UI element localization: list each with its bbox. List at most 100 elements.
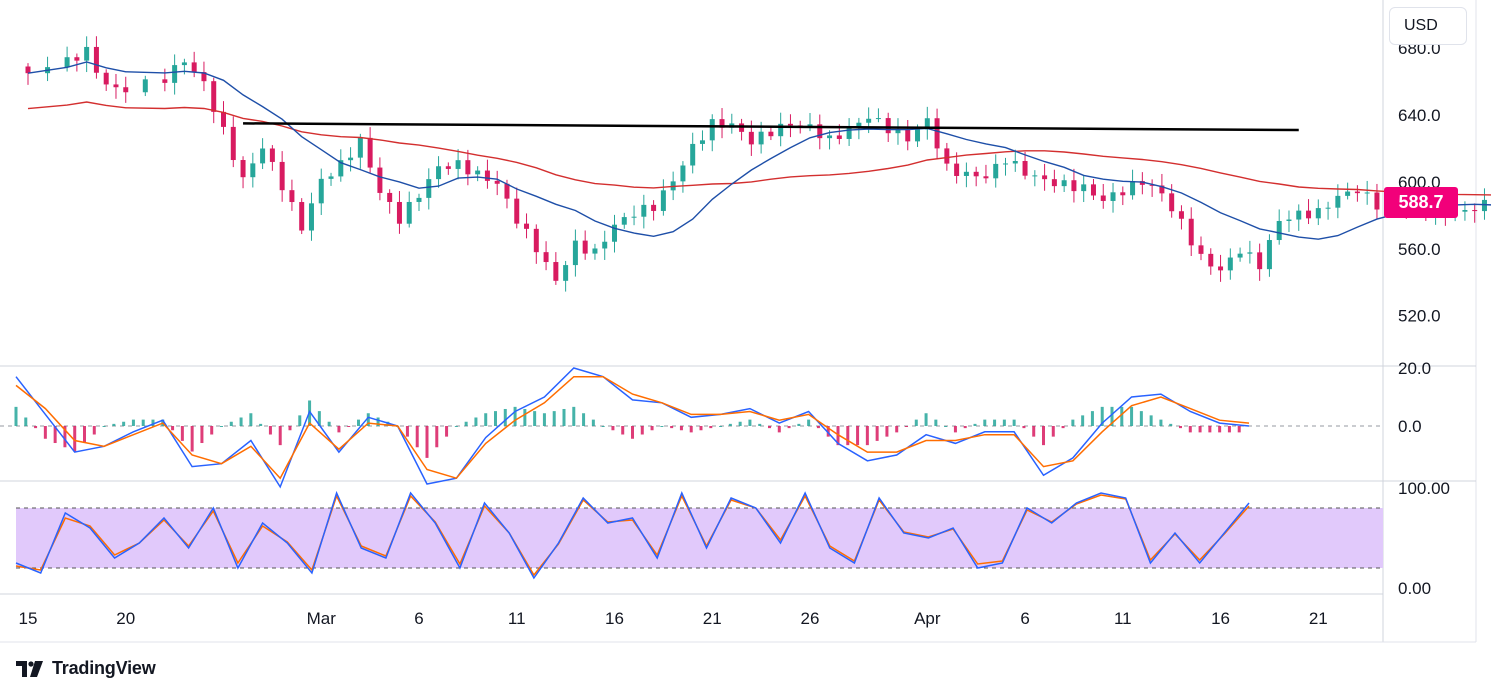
macd-tick-label: 0.0 (1398, 417, 1422, 436)
candle (631, 205, 637, 226)
tradingview-logo[interactable]: TradingView (16, 658, 156, 679)
time-tick-label: 21 (703, 609, 722, 628)
macd-histogram-bar (924, 413, 928, 426)
moving-averages (27, 61, 1491, 240)
macd-histogram-bar (1218, 426, 1222, 433)
candle (240, 156, 246, 189)
macd-histogram-bar (650, 426, 654, 431)
macd-histogram-bar (895, 426, 899, 433)
candle-body (103, 72, 109, 85)
candle (191, 51, 197, 78)
macd-histogram-bar (679, 426, 683, 431)
candle-body (221, 111, 226, 127)
candle (445, 162, 451, 175)
candle (416, 193, 422, 212)
macd-histogram-bar (787, 426, 791, 429)
candle (172, 54, 178, 95)
candle (582, 230, 588, 260)
candle (1120, 186, 1126, 206)
candle (93, 36, 99, 79)
candle-body (299, 202, 305, 231)
candle-body (641, 204, 647, 217)
candle-body (905, 129, 911, 142)
candle (1266, 234, 1272, 277)
candle (289, 179, 295, 211)
candle-body (1335, 195, 1341, 208)
candle (768, 126, 774, 141)
macd-histogram-bar (816, 426, 820, 429)
trendline[interactable] (243, 122, 1299, 132)
candle (201, 61, 207, 92)
candle (299, 198, 305, 235)
candle (563, 260, 569, 292)
stoch-tick-label: 0.00 (1398, 579, 1431, 598)
candle-body (924, 118, 930, 130)
candle (1472, 203, 1478, 223)
macd-tick-label: 20.0 (1398, 359, 1431, 378)
candle-body (934, 118, 940, 149)
macd-histogram-bar (1188, 426, 1192, 433)
candle-body (1022, 161, 1028, 176)
candle (396, 191, 402, 234)
macd-histogram-bar (34, 426, 38, 429)
candle (739, 118, 745, 141)
candle-body (1032, 175, 1038, 177)
macd-histogram-bar (611, 426, 615, 431)
macd-histogram-bar (200, 426, 204, 444)
horizontal-trendline (243, 122, 1299, 132)
macd-histogram-bar (484, 413, 488, 426)
macd-histogram-bar (1032, 426, 1036, 437)
candle-body (748, 131, 754, 145)
candle (827, 130, 833, 150)
macd-histogram-bar (43, 426, 47, 439)
macd-histogram-bar (249, 413, 253, 426)
candle (1315, 199, 1321, 226)
currency-selector-button[interactable]: USD (1389, 7, 1467, 45)
candle-body (1247, 252, 1253, 254)
macd-histogram-bar (337, 426, 341, 433)
candle-body (1345, 191, 1351, 196)
macd-histogram-bar (533, 411, 537, 426)
candle (514, 187, 520, 229)
candle (944, 142, 950, 171)
macd-histogram-bar (846, 426, 850, 446)
candle-body (709, 119, 715, 141)
candle (553, 252, 559, 285)
candle (924, 106, 930, 140)
candle (612, 214, 617, 253)
time-tick-label: 11 (508, 609, 526, 628)
macd-histogram-bar (229, 421, 233, 426)
time-tick-label: 6 (414, 609, 423, 628)
candle (279, 151, 285, 202)
tradingview-logo-icon (16, 660, 43, 677)
candle-body (74, 57, 80, 61)
macd-histogram-bar (298, 415, 302, 426)
macd-signal-line (15, 375, 1250, 480)
candle (875, 108, 881, 123)
macd-histogram-bar (464, 421, 468, 426)
candle-body (651, 204, 657, 211)
candle-body (1364, 192, 1370, 194)
macd-histogram-bar (621, 426, 625, 435)
candle (45, 56, 51, 82)
candle (1090, 179, 1096, 200)
candle (954, 152, 960, 184)
candle (377, 157, 383, 201)
time-tick-label: 26 (801, 609, 820, 628)
candle (1178, 205, 1184, 230)
candle-body (84, 46, 90, 61)
candle (1149, 179, 1155, 197)
macd-histogram-bar (1012, 419, 1016, 426)
candle-body (113, 84, 119, 88)
candle-body (631, 216, 637, 218)
macd-histogram-bar (122, 421, 126, 426)
macd-histogram-bar (944, 426, 948, 427)
macd-histogram-bar (875, 426, 879, 441)
candle (1296, 204, 1302, 231)
candle (1345, 182, 1351, 200)
macd-histogram-bar (1100, 406, 1104, 426)
candle-body (973, 171, 979, 177)
candle (1188, 207, 1194, 256)
price-tick-label: 640.0 (1398, 106, 1441, 125)
